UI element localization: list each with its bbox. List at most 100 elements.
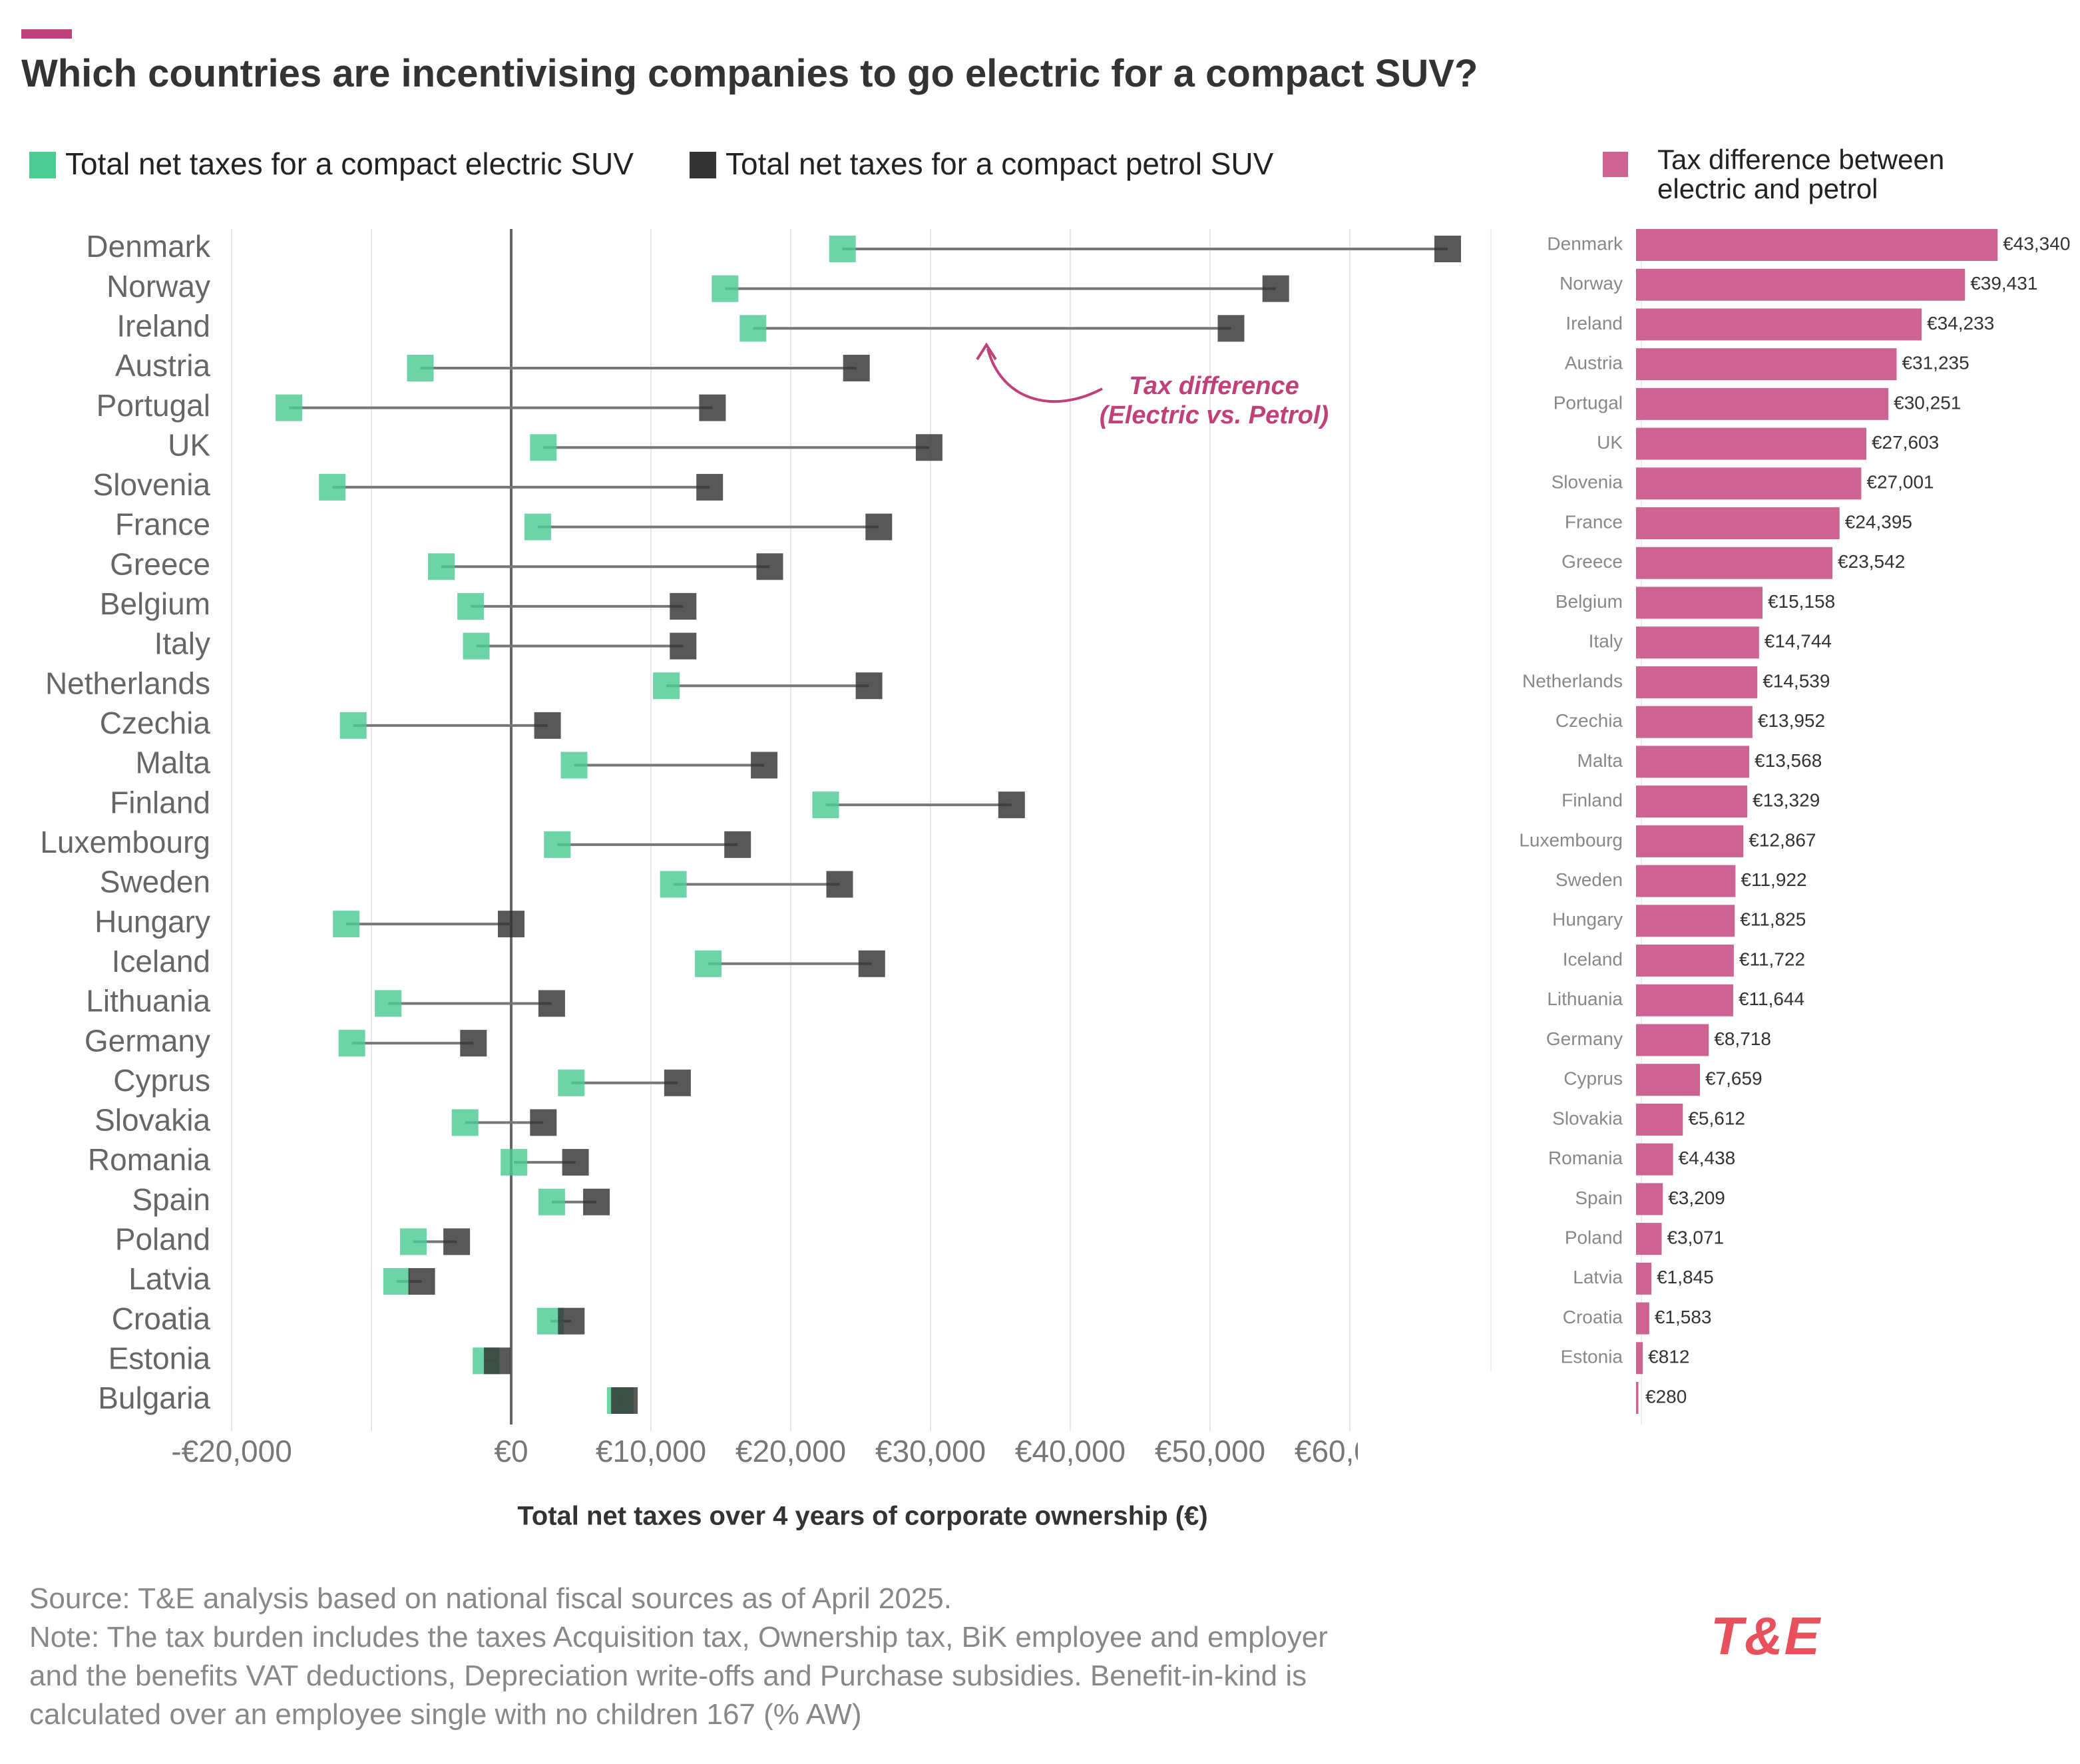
dot [826, 871, 853, 898]
legend-label: Total net taxes for a compact electric S… [65, 146, 634, 181]
dot [670, 632, 697, 660]
y-tick-label: Cyprus [1563, 1068, 1623, 1089]
value-label: €4,438 [1679, 1148, 1736, 1168]
bar [1636, 1382, 1639, 1414]
dot [1262, 275, 1289, 302]
legend-swatch [29, 152, 56, 178]
y-tick-label: Ireland [116, 308, 210, 343]
value-label: €15,158 [1768, 591, 1835, 612]
value-label: €8,718 [1714, 1028, 1771, 1049]
dot [751, 752, 778, 779]
y-tick-label: Croatia [112, 1301, 211, 1336]
dot [739, 315, 767, 342]
y-tick-label: Germany [1546, 1028, 1623, 1049]
dot [670, 592, 697, 620]
y-tick-label: Sweden [100, 865, 210, 899]
y-tick-label: Latvia [128, 1261, 210, 1296]
dot [558, 1307, 585, 1335]
y-tick-label: Czechia [1556, 710, 1623, 731]
bar [1636, 1143, 1673, 1176]
dot [712, 275, 739, 302]
value-label: €7,659 [1705, 1068, 1763, 1089]
dot [333, 911, 360, 938]
y-tick-label: Luxembourg [40, 825, 210, 859]
y-tick-label: UK [168, 427, 210, 462]
y-tick-label: Romania [1548, 1148, 1623, 1168]
value-label: €30,251 [1894, 392, 1961, 413]
y-tick-label: Slovenia [93, 467, 211, 502]
value-label: €23,542 [1838, 551, 1905, 572]
y-tick-label: Norway [1560, 273, 1623, 294]
y-tick-label: Slovakia [1552, 1108, 1623, 1128]
y-tick-label: Romania [88, 1142, 211, 1177]
dot [530, 434, 557, 461]
y-tick-label: Italy [154, 626, 210, 661]
y-tick-label: Spain [132, 1182, 210, 1217]
dot [756, 553, 783, 580]
dot [276, 394, 303, 421]
bar [1636, 825, 1744, 857]
x-axis-label: Total net taxes over 4 years of corporat… [517, 1502, 1207, 1531]
bar [1636, 746, 1750, 778]
y-tick-label: Malta [1577, 750, 1623, 771]
y-tick-label: Estonia [1561, 1347, 1623, 1367]
x-tick-label: €60,000 [1295, 1434, 1405, 1468]
x-tick-label: €0 [494, 1434, 528, 1468]
bar [1636, 1183, 1663, 1215]
dot [339, 712, 367, 739]
value-label: €39,431 [1970, 273, 2037, 294]
value-label: €1,845 [1657, 1267, 1714, 1287]
y-tick-label: Finland [1561, 790, 1623, 811]
dot [695, 950, 722, 977]
dot [915, 434, 942, 461]
dot [457, 592, 485, 620]
dot [696, 473, 724, 501]
legend-label: Tax difference between electric and petr… [1657, 146, 1945, 205]
dot [408, 1268, 435, 1295]
value-label: €14,744 [1765, 631, 1832, 652]
y-tick-label: Netherlands [1522, 670, 1623, 691]
bar [1636, 1024, 1709, 1056]
y-tick-label: Sweden [1556, 869, 1623, 890]
value-label: €43,340 [2003, 233, 2070, 254]
value-label: €11,825 [1740, 909, 1806, 930]
value-label: €12,867 [1749, 829, 1816, 850]
y-tick-label: Slovakia [95, 1103, 210, 1138]
dot [498, 911, 524, 938]
dot [443, 1228, 471, 1255]
dot [611, 1387, 638, 1414]
bar [1636, 666, 1758, 698]
y-tick-label: Austria [115, 348, 211, 383]
legend-label: Total net taxes for a compact petrol SUV [726, 146, 1274, 181]
y-tick-label: Malta [136, 746, 211, 780]
value-label: €3,209 [1668, 1188, 1725, 1208]
y-tick-label: Latvia [1573, 1267, 1623, 1287]
annotation: (Electric vs. Petrol) [1100, 401, 1329, 429]
dot [538, 990, 565, 1017]
y-tick-label: Greece [110, 547, 210, 581]
dot [501, 1149, 528, 1176]
value-label: €31,235 [1902, 353, 1969, 373]
y-tick-label: Finland [110, 785, 210, 819]
bar [1636, 348, 1897, 381]
y-tick-label: Bulgaria [98, 1381, 210, 1415]
dot [383, 1268, 410, 1295]
chart-title: Which countries are incentivising compan… [21, 53, 1478, 96]
y-tick-label: Croatia [1563, 1307, 1623, 1327]
value-label: €5,612 [1688, 1108, 1745, 1128]
dot [724, 831, 751, 858]
y-tick-label: Czechia [100, 706, 211, 740]
value-label: €11,922 [1741, 869, 1806, 890]
y-tick-label: Cyprus [113, 1063, 210, 1098]
dot [843, 354, 870, 381]
value-label: €27,603 [1872, 432, 1939, 453]
value-label: €13,329 [1753, 790, 1820, 811]
value-label: €280 [1645, 1386, 1687, 1407]
y-tick-label: Belgium [100, 586, 210, 621]
legend: Tax difference between electric and petr… [1657, 146, 1945, 205]
dot [319, 473, 346, 501]
bar [1636, 706, 1753, 738]
dot [534, 712, 561, 739]
